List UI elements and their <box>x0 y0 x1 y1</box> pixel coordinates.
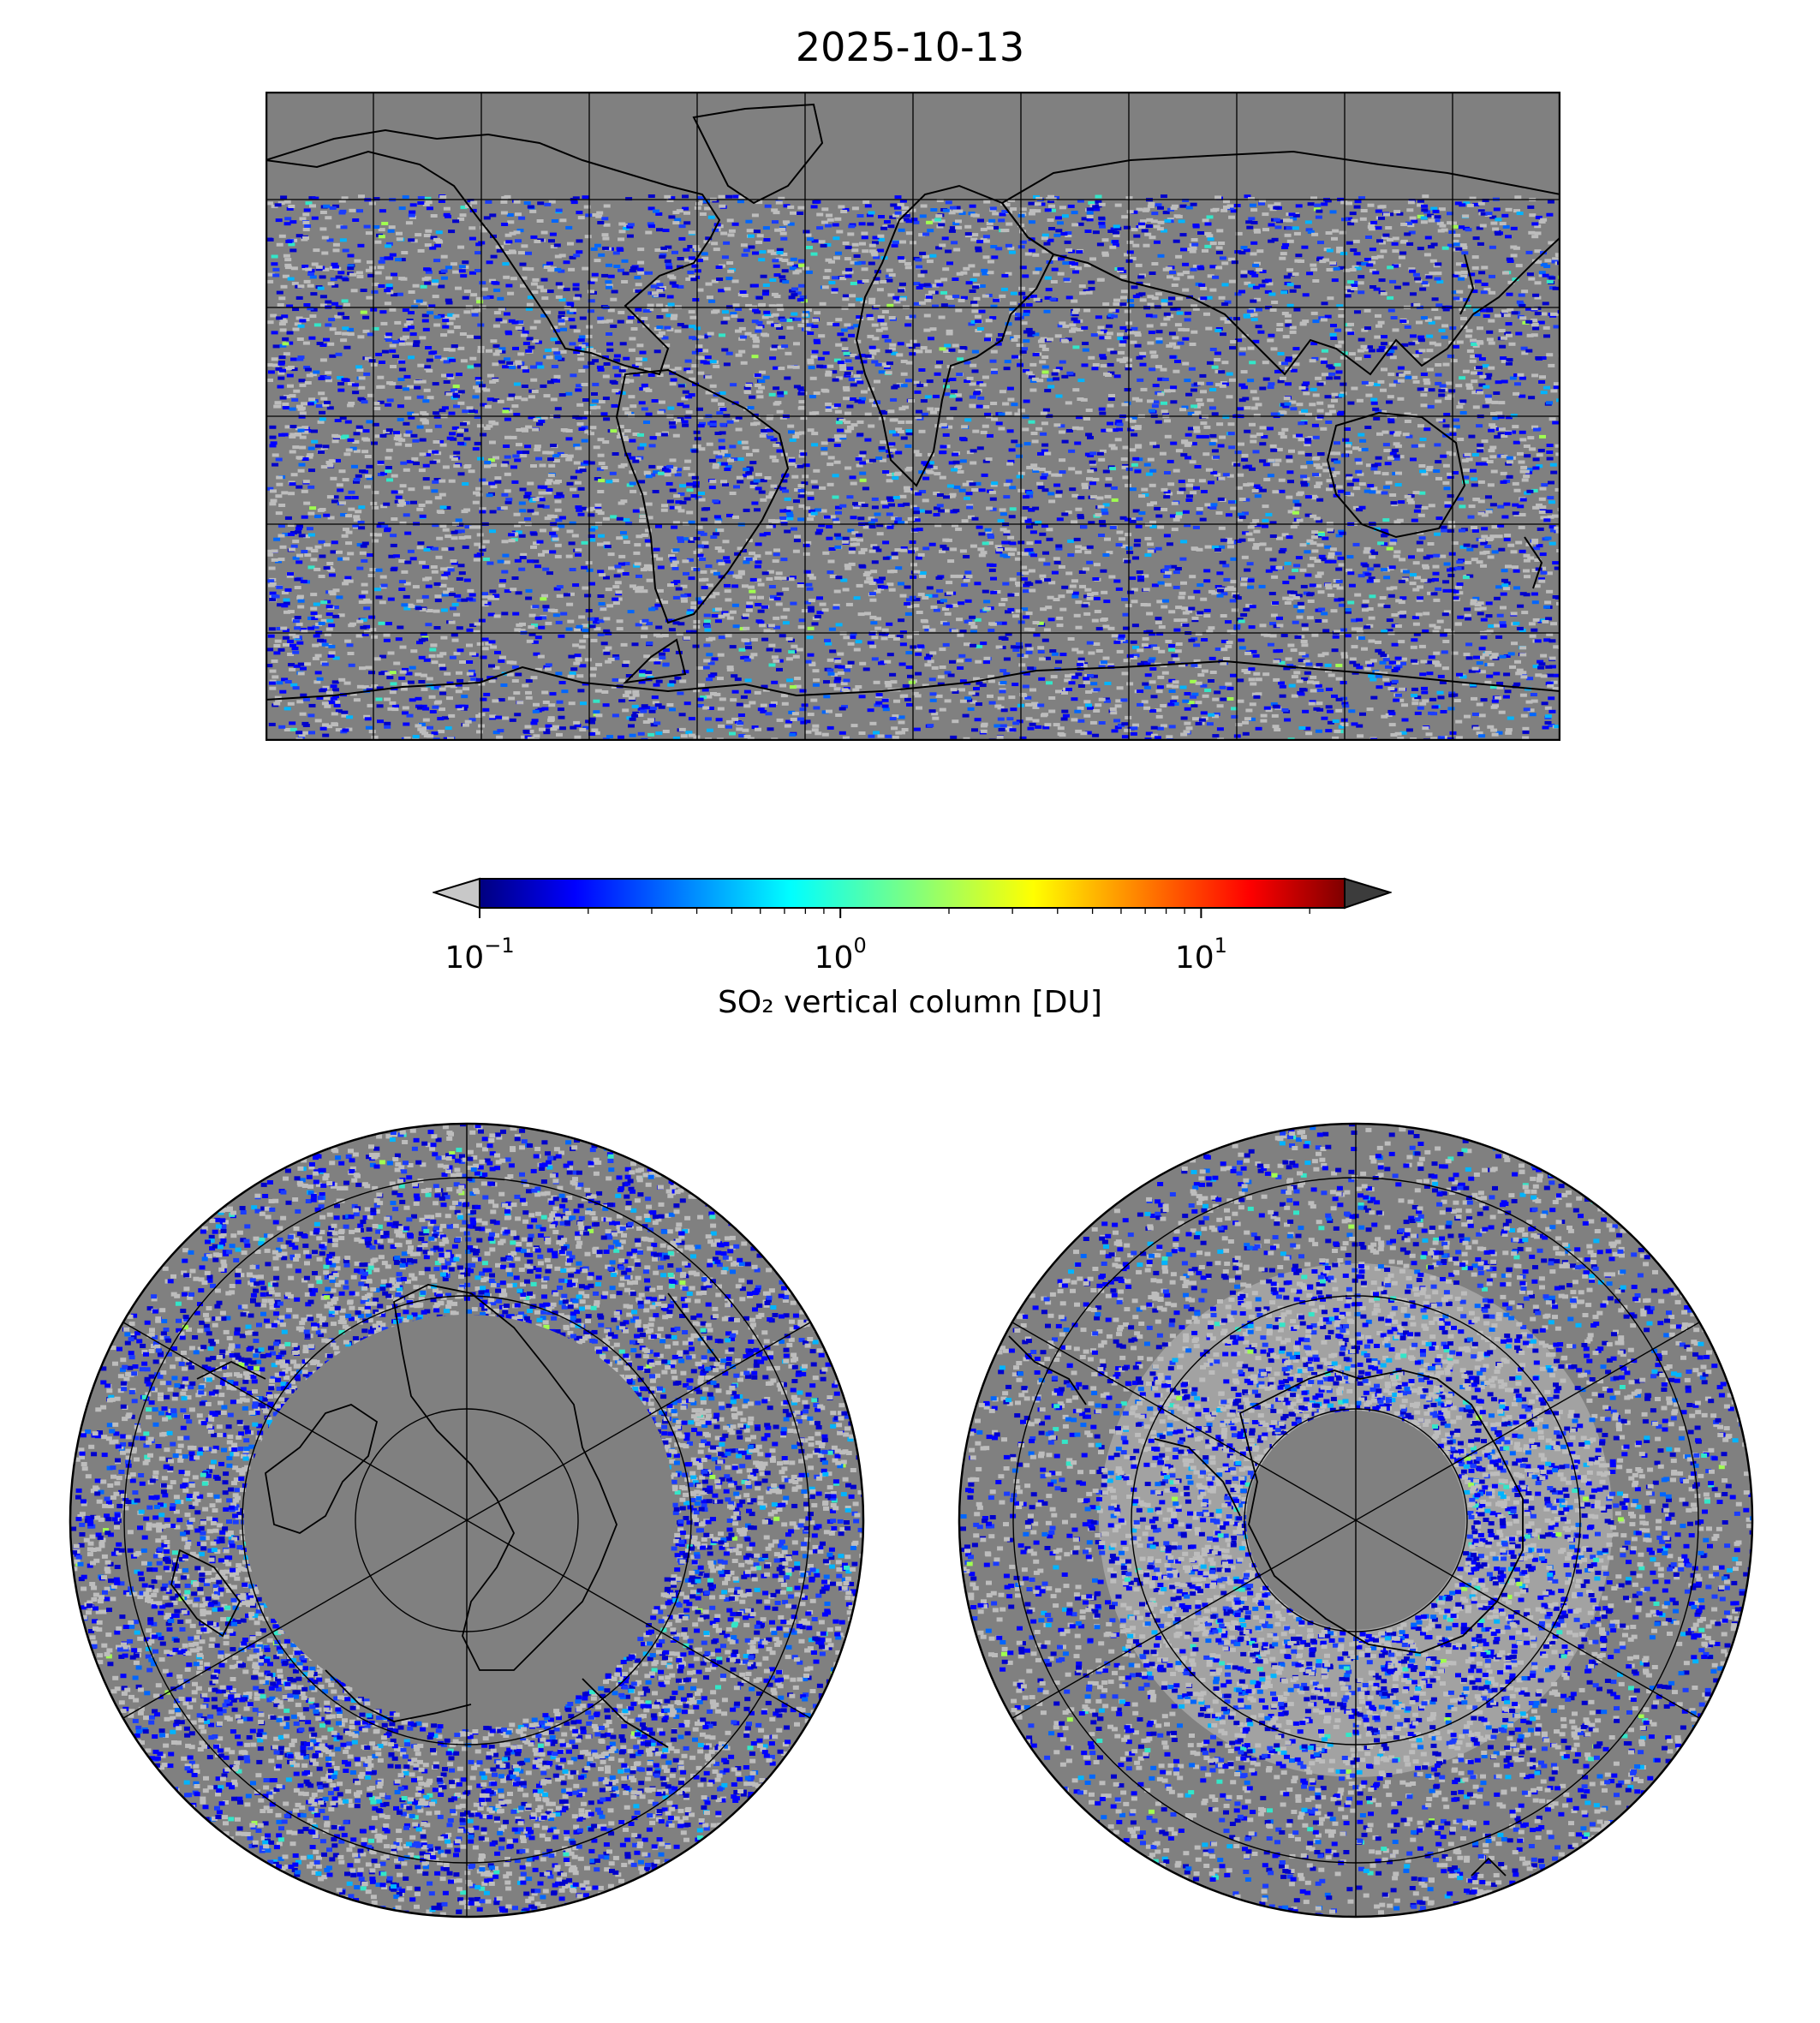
north-polar-map <box>69 1122 865 1919</box>
colorbar-over-extension <box>1344 877 1392 910</box>
figure-title: 2025-10-13 <box>0 24 1820 70</box>
south-polar-map <box>958 1122 1754 1919</box>
colorbar-tick-label: 100 <box>772 934 909 976</box>
colorbar-tick-label: 101 <box>1132 934 1269 976</box>
colorbar-label: SO₂ vertical column [DU] <box>0 985 1820 1020</box>
global-map <box>266 92 1560 741</box>
north-gridlines <box>122 1124 811 1917</box>
north-map-frame <box>69 1122 865 1919</box>
colorbar-under-extension <box>433 877 480 910</box>
colorbar-tick-marks <box>479 908 1310 918</box>
global-retrieval-pixels <box>266 194 1560 741</box>
colorbar-gradient <box>480 879 1345 908</box>
global-gridlines <box>266 92 1560 741</box>
global-map-frame <box>266 92 1560 741</box>
north-no-data-zone <box>243 1315 673 1710</box>
south-coastlines <box>1008 1335 1524 1877</box>
colorbar <box>433 877 1392 918</box>
colorbar-tick-label: 10−1 <box>411 934 548 976</box>
south-gridlines <box>1011 1124 1700 1917</box>
north-retrieval-pixels <box>70 1124 863 1917</box>
global-coastlines <box>266 103 1560 701</box>
south-map-frame <box>958 1122 1754 1919</box>
north-coastlines <box>170 1284 720 1748</box>
